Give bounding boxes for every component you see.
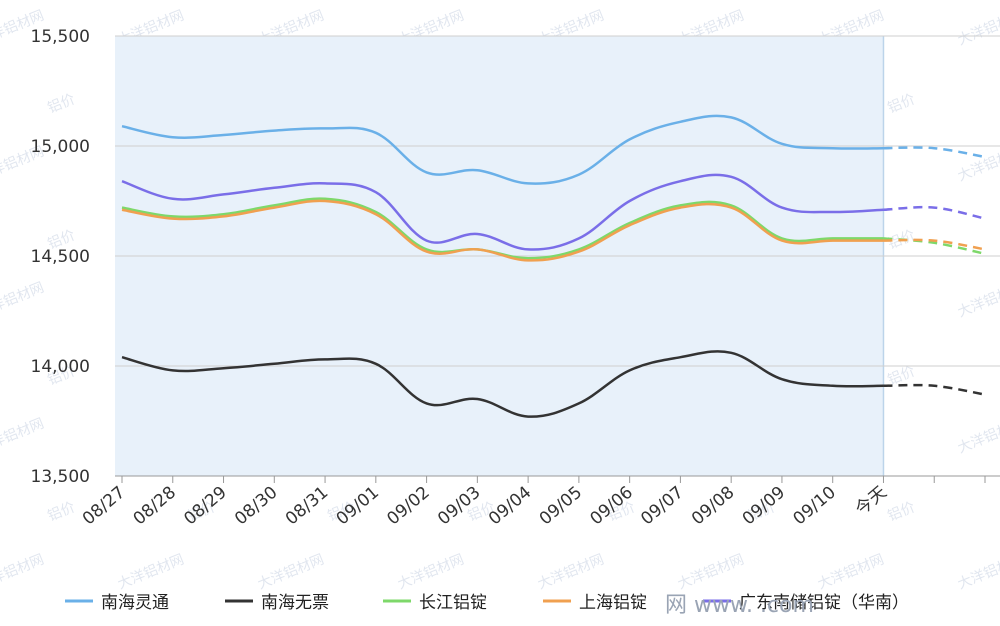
y-tick-label: 14,000 [31, 357, 90, 377]
legend-item-1[interactable]: 南海无票 [225, 593, 329, 613]
series-line-1 [121, 350, 884, 418]
x-tick-label: 09/10 [790, 483, 840, 530]
y-axis: 13,500 14,000 14,500 15,000 15,500 [31, 27, 90, 487]
watermark-text: 大洋铝材网 [0, 416, 46, 457]
watermark-text: 铝价 [886, 499, 918, 524]
watermark-text: 大洋铝材网 [396, 552, 467, 593]
site-watermark-text: 网 www. .com [665, 593, 814, 618]
watermark-text: 铝价 [886, 91, 918, 116]
legend[interactable]: 南海灵通 南海无票 长江铝锭 上海铝锭 广东南储铝锭（华南） [65, 593, 909, 613]
watermark-text: 大洋铝材网 [956, 144, 1000, 185]
watermark-text: 大洋铝材网 [536, 552, 607, 593]
x-tick-label: 09/07 [637, 483, 687, 530]
x-tick-label: 09/09 [739, 483, 789, 530]
watermark-text: 大洋铝材网 [956, 416, 1000, 457]
series-forecast-line-1 [883, 383, 986, 396]
x-tick-label: 09/08 [688, 483, 738, 530]
watermark-text: 大洋铝材网 [956, 8, 1000, 49]
watermark-text: 大洋铝材网 [0, 280, 46, 321]
watermark-text: 大洋铝材网 [116, 552, 187, 593]
watermark-text: 大洋铝材网 [0, 552, 46, 593]
series-forecast-line-4 [883, 205, 986, 220]
x-tick-label: 08/29 [180, 483, 230, 530]
legend-label: 长江铝锭 [419, 593, 487, 613]
x-tick-label: 08/31 [282, 483, 332, 530]
legend-label: 南海无票 [261, 593, 329, 613]
legend-label: 广东南储铝锭（华南） [739, 593, 909, 613]
series-forecast-line-2 [883, 237, 986, 256]
legend-label: 上海铝锭 [579, 593, 647, 613]
watermark-text: 大洋铝材网 [956, 280, 1000, 321]
series-line-0 [121, 114, 884, 185]
y-tick-label: 15,500 [31, 27, 90, 47]
watermark-text: 铝价 [46, 91, 78, 116]
x-tick-label: 08/28 [130, 483, 180, 530]
series-lines [121, 114, 986, 418]
x-tick-label: 09/05 [536, 483, 586, 530]
legend-item-3[interactable]: 上海铝锭 [543, 593, 647, 613]
legend-label: 南海灵通 [101, 593, 169, 613]
x-tick-label: 08/27 [79, 483, 129, 530]
watermark-text: 铝价 [46, 499, 78, 524]
watermark-text: 大洋铝材网 [676, 552, 747, 593]
series-forecast-line-3 [883, 238, 986, 251]
y-tick-label: 13,500 [31, 467, 90, 487]
series-line-4 [121, 173, 884, 251]
legend-item-0[interactable]: 南海灵通 [65, 593, 169, 613]
series-forecast-line-0 [883, 146, 986, 159]
watermark-text: 大洋铝材网 [956, 552, 1000, 593]
x-tick-label: 09/02 [383, 483, 433, 530]
watermark-text: 大洋铝材网 [816, 552, 887, 593]
y-tick-label: 14,500 [31, 247, 90, 267]
series-line-3 [121, 199, 884, 262]
legend-item-2[interactable]: 长江铝锭 [383, 593, 487, 613]
x-axis: 08/27 08/28 08/29 08/30 08/31 09/01 09/02 09/03… [79, 476, 986, 530]
x-tick-label: 08/30 [231, 483, 281, 530]
y-tick-label: 15,000 [31, 137, 90, 157]
x-tick-label: 今天 [852, 483, 891, 520]
watermark-text: 大洋铝材网 [256, 552, 327, 593]
legend-item-4[interactable]: 广东南储铝锭（华南） [703, 593, 909, 613]
